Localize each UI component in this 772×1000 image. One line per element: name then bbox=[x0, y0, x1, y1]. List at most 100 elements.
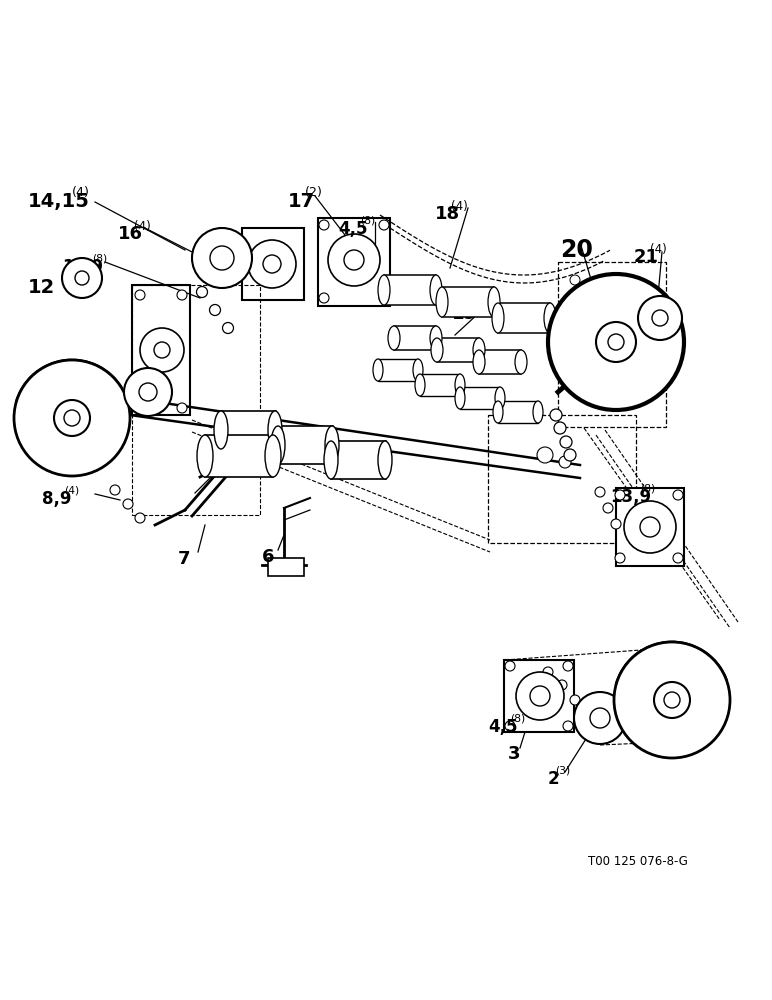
Circle shape bbox=[344, 250, 364, 270]
Text: (4): (4) bbox=[134, 220, 151, 233]
Text: 4,5: 4,5 bbox=[338, 220, 367, 238]
Bar bbox=[498, 303, 550, 333]
Circle shape bbox=[548, 274, 684, 410]
Circle shape bbox=[554, 422, 566, 434]
Circle shape bbox=[624, 501, 676, 553]
Circle shape bbox=[543, 667, 553, 677]
Circle shape bbox=[54, 400, 90, 436]
Text: (4): (4) bbox=[71, 186, 90, 199]
Ellipse shape bbox=[430, 326, 442, 350]
Circle shape bbox=[596, 322, 636, 362]
Ellipse shape bbox=[271, 426, 285, 464]
Circle shape bbox=[135, 290, 145, 300]
Ellipse shape bbox=[214, 411, 228, 449]
Ellipse shape bbox=[492, 303, 504, 333]
Circle shape bbox=[135, 513, 145, 523]
Circle shape bbox=[595, 487, 605, 497]
Ellipse shape bbox=[488, 287, 500, 317]
Bar bbox=[242, 228, 304, 300]
Text: (2): (2) bbox=[468, 300, 485, 313]
Circle shape bbox=[75, 271, 89, 285]
Circle shape bbox=[563, 721, 573, 731]
Circle shape bbox=[177, 403, 187, 413]
Bar bbox=[205, 435, 273, 477]
Circle shape bbox=[570, 695, 580, 705]
Circle shape bbox=[505, 661, 515, 671]
Text: (8): (8) bbox=[640, 483, 655, 493]
Text: 12: 12 bbox=[28, 278, 56, 297]
Circle shape bbox=[209, 304, 221, 316]
Ellipse shape bbox=[325, 426, 339, 464]
Circle shape bbox=[379, 293, 389, 303]
Circle shape bbox=[124, 368, 172, 416]
Text: (8): (8) bbox=[361, 215, 375, 225]
Bar bbox=[437, 338, 479, 362]
Circle shape bbox=[603, 503, 613, 513]
Ellipse shape bbox=[495, 387, 505, 409]
Circle shape bbox=[611, 519, 621, 529]
Circle shape bbox=[654, 682, 690, 718]
Circle shape bbox=[645, 305, 655, 315]
Circle shape bbox=[139, 383, 157, 401]
Ellipse shape bbox=[473, 338, 485, 362]
Circle shape bbox=[608, 334, 624, 350]
Circle shape bbox=[615, 553, 625, 563]
Circle shape bbox=[574, 692, 626, 744]
Ellipse shape bbox=[515, 350, 527, 374]
Ellipse shape bbox=[388, 326, 400, 350]
Text: T00 125 076-8-G: T00 125 076-8-G bbox=[588, 855, 688, 868]
Ellipse shape bbox=[430, 275, 442, 305]
Bar bbox=[442, 287, 494, 317]
Text: (3): (3) bbox=[555, 765, 571, 775]
Circle shape bbox=[564, 449, 576, 461]
Circle shape bbox=[559, 456, 571, 468]
Circle shape bbox=[505, 721, 515, 731]
Circle shape bbox=[615, 490, 625, 500]
Text: 20: 20 bbox=[560, 238, 593, 262]
Circle shape bbox=[110, 485, 120, 495]
Bar bbox=[488, 415, 636, 543]
Text: 11: 11 bbox=[130, 373, 155, 391]
Circle shape bbox=[192, 228, 252, 288]
Ellipse shape bbox=[473, 350, 485, 374]
Ellipse shape bbox=[544, 303, 556, 333]
Text: 10: 10 bbox=[28, 418, 55, 437]
Circle shape bbox=[140, 328, 184, 372]
Circle shape bbox=[222, 322, 233, 334]
Ellipse shape bbox=[455, 387, 465, 409]
Bar bbox=[268, 558, 304, 576]
Circle shape bbox=[14, 360, 130, 476]
Bar bbox=[384, 275, 436, 305]
Ellipse shape bbox=[533, 401, 543, 423]
Circle shape bbox=[588, 308, 608, 328]
Circle shape bbox=[640, 517, 660, 537]
Text: 13,9: 13,9 bbox=[610, 488, 651, 506]
Circle shape bbox=[652, 310, 668, 326]
Circle shape bbox=[664, 692, 680, 708]
Circle shape bbox=[210, 246, 234, 270]
Ellipse shape bbox=[265, 435, 281, 477]
Circle shape bbox=[590, 708, 610, 728]
Circle shape bbox=[605, 275, 615, 285]
Text: 2: 2 bbox=[548, 770, 560, 788]
Circle shape bbox=[248, 240, 296, 288]
Bar bbox=[278, 426, 333, 464]
Bar bbox=[420, 374, 460, 396]
Bar bbox=[498, 401, 538, 423]
Text: (4): (4) bbox=[451, 200, 468, 213]
Bar bbox=[460, 387, 500, 409]
Circle shape bbox=[530, 686, 550, 706]
Ellipse shape bbox=[378, 441, 392, 479]
Text: 6: 6 bbox=[262, 548, 275, 566]
Circle shape bbox=[608, 308, 628, 328]
Circle shape bbox=[537, 447, 553, 463]
Circle shape bbox=[557, 680, 567, 690]
Circle shape bbox=[177, 290, 187, 300]
Circle shape bbox=[673, 553, 683, 563]
Text: (8): (8) bbox=[92, 253, 107, 263]
Bar bbox=[558, 262, 666, 427]
Circle shape bbox=[673, 490, 683, 500]
Bar bbox=[378, 359, 418, 381]
Text: 13,9: 13,9 bbox=[62, 258, 103, 276]
Ellipse shape bbox=[324, 441, 338, 479]
